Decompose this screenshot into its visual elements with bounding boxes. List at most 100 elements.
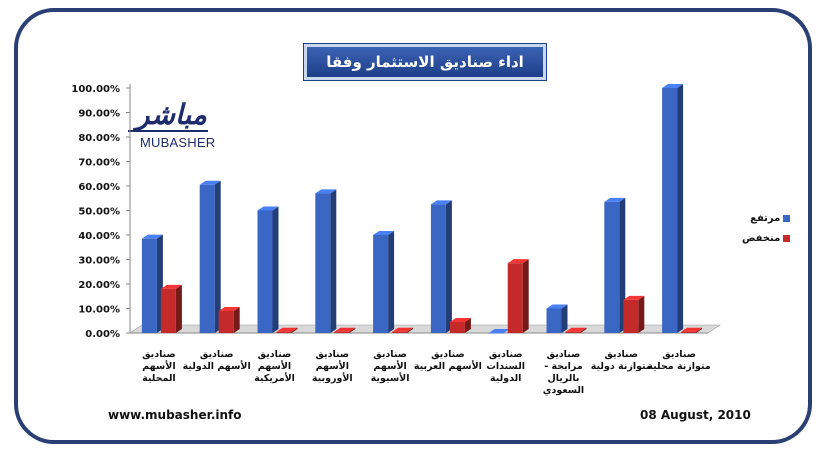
y-tick-label: 10.00%	[78, 305, 120, 316]
bar-low	[565, 331, 581, 333]
x-tick-label: الأسهم	[316, 360, 349, 372]
bar-high-top	[488, 329, 510, 333]
legend-label-low: منخفض	[742, 232, 781, 244]
mubasher-logo: مباشر MUBASHER	[128, 98, 218, 158]
bar-low-top	[276, 327, 298, 332]
bar-low	[681, 331, 697, 333]
bar-low-top	[681, 327, 703, 332]
y-tick-label: 80.00%	[78, 133, 120, 144]
y-tick-label: 20.00%	[78, 280, 120, 291]
bar-high-side	[619, 197, 626, 333]
x-tick-label: صناديق	[662, 349, 696, 360]
bar-low	[449, 321, 465, 333]
x-tick-label: متوازنة دولية	[591, 361, 652, 372]
bar-low-side	[696, 327, 703, 333]
bar-high-top	[546, 304, 568, 309]
bar-high-side	[214, 180, 221, 333]
legend-swatch-low	[783, 234, 791, 242]
bar-high-side	[330, 189, 337, 333]
bar-high-side	[445, 200, 452, 333]
bar-low-top	[449, 317, 471, 322]
bar-high-top	[315, 189, 337, 194]
bar-high-side	[677, 84, 684, 333]
bar-high	[257, 210, 273, 333]
bar-low-side	[580, 327, 587, 333]
bar-low-top	[392, 327, 414, 332]
bar-low-side	[522, 259, 529, 333]
bar-low	[623, 299, 639, 333]
x-tick-label: صناديق	[315, 349, 349, 360]
logo-underline	[128, 130, 208, 132]
bar-high	[662, 88, 678, 333]
logo-english-text: MUBASHER	[140, 135, 216, 150]
x-tick-label: الأسهم الدولية	[183, 360, 251, 372]
chart-legend: مرتفع منخفض	[742, 208, 791, 248]
bar-low	[334, 331, 350, 333]
legend-item-low: منخفض	[742, 228, 791, 248]
bar-low-top	[334, 327, 356, 332]
y-tick-label: 50.00%	[78, 207, 120, 218]
x-tick-label: صناديق	[431, 349, 465, 360]
x-tick-label: المحلية	[142, 373, 176, 384]
x-tick-label: الأسيوية	[371, 372, 410, 384]
bar-high-top	[257, 206, 279, 211]
bar-high	[430, 204, 446, 333]
x-tick-label: الأسهم العربية	[414, 360, 482, 372]
y-tick-label: 30.00%	[78, 256, 120, 267]
x-tick-label: صناديق	[258, 349, 292, 360]
x-tick-label: صناديق	[547, 349, 581, 360]
bar-low-side	[233, 306, 240, 333]
bar-high-top	[141, 234, 163, 239]
bar-low-side	[291, 327, 298, 333]
bar-low-side	[349, 327, 356, 333]
bar-high-side	[561, 304, 568, 333]
x-tick-label: صناديق	[142, 349, 176, 360]
x-tick-label: صناديق	[489, 349, 523, 360]
bar-low-side	[407, 327, 414, 333]
bar-low	[392, 331, 408, 333]
x-tick-label: متوازنة محلية	[647, 361, 710, 372]
legend-item-high: مرتفع	[742, 208, 791, 228]
bar-high-side	[388, 231, 395, 333]
bar-high-side	[272, 206, 279, 333]
legend-swatch-high	[783, 214, 791, 222]
bar-high	[141, 238, 157, 333]
logo-arabic-text: مباشر	[136, 98, 208, 131]
x-tick-label: السندات	[486, 361, 525, 372]
x-tick-label: السعودي	[543, 385, 584, 396]
bar-low	[160, 288, 176, 333]
x-tick-label: الأسهم	[373, 360, 406, 372]
bar-high-top	[373, 231, 395, 235]
x-tick-label: الأمريكية	[254, 372, 295, 384]
y-tick-label: 70.00%	[78, 158, 120, 169]
bar-high	[488, 333, 504, 334]
y-tick-label: 0.00%	[85, 329, 120, 340]
bar-high	[315, 193, 331, 333]
report-date: 08 August, 2010	[640, 408, 751, 422]
bar-low	[507, 263, 523, 333]
bar-low-top	[218, 306, 240, 311]
bar-low-side	[638, 295, 645, 333]
bar-low-top	[565, 327, 587, 332]
bar-high	[199, 184, 215, 333]
bar-low-top	[507, 259, 529, 264]
bar-low-top	[623, 295, 645, 300]
website-url: www.mubasher.info	[108, 408, 242, 422]
x-tick-label: صناديق	[200, 349, 234, 360]
bar-high	[373, 235, 389, 333]
x-tick-label: صناديق	[604, 349, 638, 360]
x-tick-label: بالريال	[548, 373, 580, 384]
y-tick-label: 40.00%	[78, 231, 120, 242]
y-tick-label: 90.00%	[78, 109, 120, 120]
bar-high	[546, 308, 562, 333]
x-tick-label: الدولية	[490, 373, 521, 384]
bar-high	[604, 201, 620, 333]
x-tick-label: مرابحة -	[544, 361, 583, 372]
x-tick-label: الأسهم	[258, 360, 291, 372]
bar-high-top	[662, 84, 684, 88]
bar-low	[276, 331, 292, 333]
bar-low	[218, 310, 234, 333]
bar-high-top	[430, 200, 452, 205]
x-tick-label: الأوروبية	[312, 372, 353, 384]
